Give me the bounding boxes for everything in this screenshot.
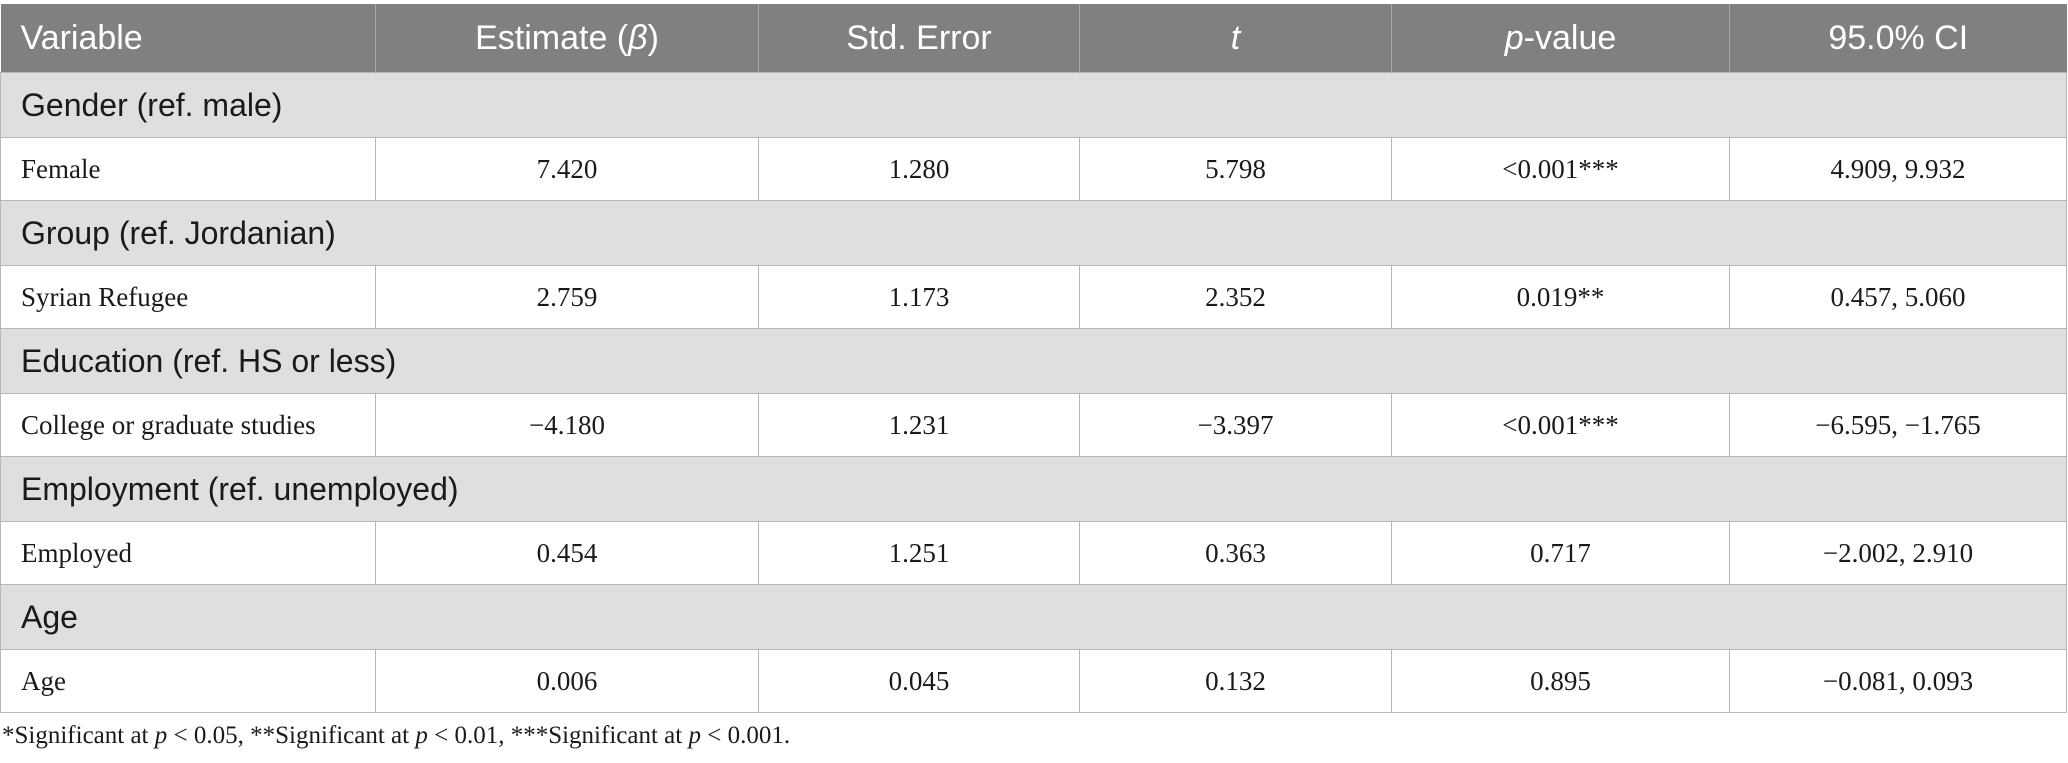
header-variable-label: Variable (20, 18, 143, 57)
cell-estimate: 2.759 (375, 265, 759, 329)
section-label: Education (ref. HS or less) (0, 328, 2067, 394)
header-estimate: Estimate (β) (375, 4, 759, 73)
table-row: Syrian Refugee 2.759 1.173 2.352 0.019**… (0, 265, 2067, 329)
regression-table-container: Variable Estimate (β) Std. Error t p-val… (0, 4, 2067, 713)
cell-estimate: −4.180 (375, 393, 759, 457)
footnote-p-symbol: p (688, 722, 701, 749)
header-ci: 95.0% CI (1729, 4, 2067, 73)
header-estimate-label: Estimate ( (475, 18, 629, 57)
header-p-value: p-value (1391, 4, 1730, 73)
cell-p-value: 0.895 (1391, 649, 1730, 713)
cell-t: −3.397 (1079, 393, 1392, 457)
table-row: Age 0.006 0.045 0.132 0.895 −0.081, 0.09… (0, 649, 2067, 713)
cell-ci: −2.002, 2.910 (1729, 521, 2067, 585)
cell-variable: Syrian Refugee (0, 265, 376, 329)
header-t-label: t (1230, 18, 1241, 57)
cell-std-error: 0.045 (758, 649, 1080, 713)
footnote-text: < 0.05, **Significant at (167, 722, 416, 749)
cell-p-value: 0.019** (1391, 265, 1730, 329)
header-variable: Variable (0, 4, 376, 73)
cell-std-error: 1.251 (758, 521, 1080, 585)
section-row: Group (ref. Jordanian) (0, 200, 2067, 266)
cell-estimate: 7.420 (375, 137, 759, 201)
cell-std-error: 1.173 (758, 265, 1080, 329)
cell-t: 2.352 (1079, 265, 1392, 329)
cell-p-value: <0.001*** (1391, 393, 1730, 457)
table-footnote: *Significant at p < 0.05, **Significant … (2, 722, 790, 750)
cell-t: 0.132 (1079, 649, 1392, 713)
cell-t: 5.798 (1079, 137, 1392, 201)
cell-variable: Employed (0, 521, 376, 585)
section-row: Education (ref. HS or less) (0, 328, 2067, 394)
cell-std-error: 1.280 (758, 137, 1080, 201)
header-t: t (1079, 4, 1392, 73)
table-body: Gender (ref. male) Female 7.420 1.280 5.… (0, 72, 2067, 713)
footnote-p-symbol: p (415, 722, 428, 749)
regression-table: Variable Estimate (β) Std. Error t p-val… (0, 4, 2067, 713)
section-row: Age (0, 584, 2067, 650)
cell-ci: 0.457, 5.060 (1729, 265, 2067, 329)
section-label: Group (ref. Jordanian) (0, 200, 2067, 266)
header-estimate-symbol: β (628, 18, 648, 57)
section-label: Employment (ref. unemployed) (0, 456, 2067, 522)
section-row: Employment (ref. unemployed) (0, 456, 2067, 522)
table-row: College or graduate studies −4.180 1.231… (0, 393, 2067, 457)
footnote-text: < 0.001. (700, 722, 791, 749)
header-p-symbol: p (1504, 18, 1524, 57)
cell-variable: Female (0, 137, 376, 201)
cell-ci: −0.081, 0.093 (1729, 649, 2067, 713)
table-row: Employed 0.454 1.251 0.363 0.717 −2.002,… (0, 521, 2067, 585)
header-p-value-label: -value (1523, 18, 1617, 57)
cell-variable: Age (0, 649, 376, 713)
cell-variable: College or graduate studies (0, 393, 376, 457)
cell-std-error: 1.231 (758, 393, 1080, 457)
footnote-text: < 0.01, ***Significant at (427, 722, 689, 749)
cell-ci: −6.595, −1.765 (1729, 393, 2067, 457)
section-label: Gender (ref. male) (0, 72, 2067, 138)
cell-estimate: 0.006 (375, 649, 759, 713)
cell-t: 0.363 (1079, 521, 1392, 585)
section-label: Age (0, 584, 2067, 650)
cell-estimate: 0.454 (375, 521, 759, 585)
footnote-p-symbol: p (154, 722, 168, 749)
cell-p-value: 0.717 (1391, 521, 1730, 585)
footnote-text: *Significant at (2, 722, 155, 749)
header-row: Variable Estimate (β) Std. Error t p-val… (0, 4, 2067, 73)
header-estimate-close: ) (647, 18, 659, 57)
header-std-error: Std. Error (758, 4, 1080, 73)
table-row: Female 7.420 1.280 5.798 <0.001*** 4.909… (0, 137, 2067, 201)
section-row: Gender (ref. male) (0, 72, 2067, 138)
header-std-error-label: Std. Error (846, 18, 992, 57)
cell-ci: 4.909, 9.932 (1729, 137, 2067, 201)
header-ci-label: 95.0% CI (1828, 18, 1969, 57)
cell-p-value: <0.001*** (1391, 137, 1730, 201)
table-header: Variable Estimate (β) Std. Error t p-val… (0, 4, 2067, 73)
